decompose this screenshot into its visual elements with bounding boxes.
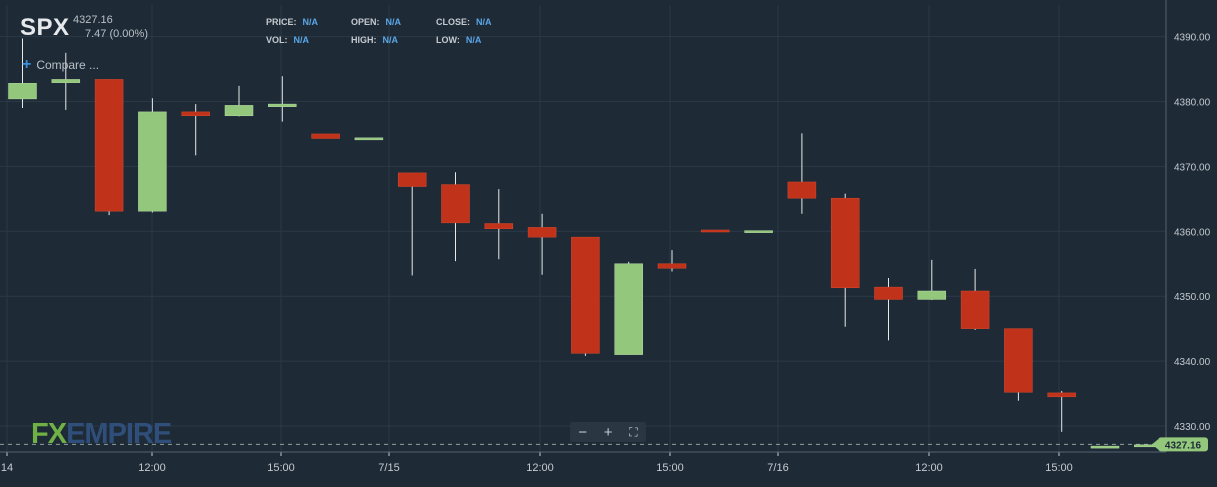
last-price-tag xyxy=(1158,437,1208,452)
x-tick-label: 15:00 xyxy=(656,462,684,474)
stat-high: HIGH: N/A xyxy=(351,35,398,45)
candle-body xyxy=(1090,445,1120,449)
candle-body xyxy=(138,111,167,212)
candle-body xyxy=(397,172,427,187)
x-tick-label: 7/16 xyxy=(767,462,788,474)
candle-body xyxy=(1047,392,1076,398)
y-tick-label: 4360.00 xyxy=(1174,227,1211,238)
y-tick-label: 4330.00 xyxy=(1174,422,1211,433)
last-price-tag-label: 4327.16 xyxy=(1165,440,1202,451)
x-tick-label: 15:00 xyxy=(1045,462,1073,474)
candle-body xyxy=(657,263,687,269)
candle-body xyxy=(874,286,903,300)
stat-open: OPEN: N/A xyxy=(351,17,402,27)
x-tick-label: 12:00 xyxy=(526,462,554,474)
fit-screen-icon[interactable]: ⛶ xyxy=(629,424,638,439)
candle-body xyxy=(527,227,557,238)
candle-body xyxy=(744,230,773,233)
candle-body xyxy=(830,197,860,289)
zoom-in-button[interactable]: + xyxy=(603,423,613,441)
zoom-out-button[interactable]: − xyxy=(578,423,588,441)
symbol-title: SPX xyxy=(20,14,70,41)
candle-body xyxy=(8,83,37,100)
candle-body xyxy=(268,103,297,107)
candle-body xyxy=(94,79,124,212)
candle-body xyxy=(441,184,470,224)
stat-close: CLOSE: N/A xyxy=(436,17,492,27)
candle-body xyxy=(311,133,340,139)
x-tick-label: 12:00 xyxy=(915,462,943,474)
x-tick-label: 14 xyxy=(1,462,13,474)
x-tick-label: 15:00 xyxy=(267,462,295,474)
candle-body xyxy=(224,105,254,117)
candle-body xyxy=(571,236,600,354)
x-tick-label: 7/15 xyxy=(378,462,399,474)
last-price: 4327.16 xyxy=(73,14,113,26)
candle-body xyxy=(484,223,514,229)
last-price-tag-arrow xyxy=(1152,439,1158,450)
stat-price: PRICE: N/A xyxy=(266,17,319,27)
stat-low: LOW: N/A xyxy=(436,35,482,45)
candle-body xyxy=(354,137,384,141)
candle-body xyxy=(701,229,730,233)
y-tick-label: 4390.00 xyxy=(1174,33,1211,44)
compare-label: Compare ... xyxy=(36,58,100,72)
y-tick-label: 4380.00 xyxy=(1174,98,1211,109)
candle-body xyxy=(51,79,81,83)
plus-icon: + xyxy=(22,56,32,73)
candle-body xyxy=(787,181,817,199)
stat-vol: VOL: N/A xyxy=(266,35,309,45)
x-tick-label: 12:00 xyxy=(138,462,166,474)
candle-body xyxy=(181,111,210,117)
y-tick-label: 4350.00 xyxy=(1174,292,1211,303)
candle-body xyxy=(614,263,643,355)
candle-body xyxy=(960,290,990,329)
y-tick-label: 4340.00 xyxy=(1174,357,1211,368)
compare-button[interactable]: + Compare ... xyxy=(22,56,100,73)
candle-body xyxy=(917,290,947,300)
price-change: 7.47 (0.00%) xyxy=(85,28,148,40)
fxempire-logo: FXEMPIRE xyxy=(31,418,172,450)
zoom-controls: − + ⛶ xyxy=(570,422,646,442)
candle-body xyxy=(1004,328,1033,393)
y-tick-label: 4370.00 xyxy=(1174,162,1211,173)
